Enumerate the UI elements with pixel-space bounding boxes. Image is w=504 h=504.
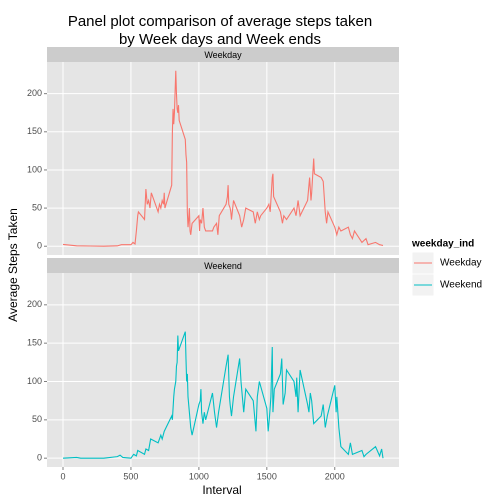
panel-background (47, 273, 399, 467)
y-tick-label: 200 (27, 299, 42, 309)
legend-label: Weekday (440, 258, 482, 269)
y-tick-label: 50 (32, 414, 42, 424)
strip-label: Weekday (204, 50, 242, 60)
x-tick-label: 1000 (189, 471, 209, 481)
y-tick-label: 150 (27, 126, 42, 136)
x-tick-label: 1500 (257, 471, 277, 481)
y-tick-label: 50 (32, 202, 42, 212)
strip-label: Weekend (204, 261, 242, 271)
chart-title: Panel plot comparison of average steps t… (68, 13, 372, 30)
y-tick-label: 100 (27, 164, 42, 174)
x-tick-label: 0 (60, 471, 65, 481)
y-tick-label: 0 (37, 241, 42, 251)
chart-title: by Week days and Week ends (119, 31, 321, 48)
strip (47, 258, 399, 273)
y-tick-label: 100 (27, 376, 42, 386)
y-tick-label: 0 (37, 453, 42, 463)
panel-background (47, 62, 399, 255)
y-tick-label: 200 (27, 88, 42, 98)
x-tick-label: 500 (123, 471, 138, 481)
legend-title: weekday_ind (411, 239, 474, 250)
legend-label: Weekend (440, 280, 482, 291)
y-axis-label: Average Steps Taken (6, 208, 20, 322)
x-tick-label: 2000 (325, 471, 345, 481)
x-axis-label: Interval (202, 483, 241, 497)
data-line (62, 331, 384, 459)
data-line (62, 70, 384, 247)
y-tick-label: 150 (27, 338, 42, 348)
strip (47, 47, 399, 62)
